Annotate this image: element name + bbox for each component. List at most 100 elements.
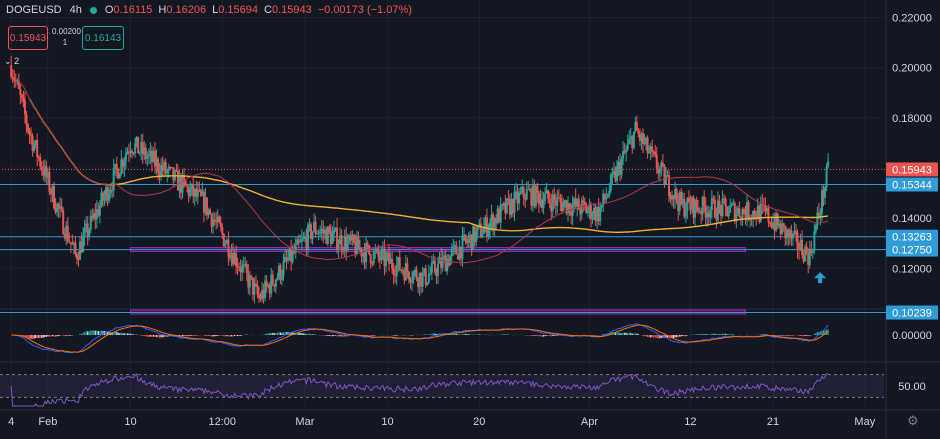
candle-body xyxy=(232,253,235,265)
candle-body xyxy=(82,235,85,253)
timeframe-label[interactable]: 4h xyxy=(69,4,82,16)
candle-body xyxy=(158,172,161,176)
candle-body xyxy=(671,195,674,200)
candle-body xyxy=(779,223,782,235)
candle-body xyxy=(236,266,239,268)
x-tick-label: 10 xyxy=(381,416,393,428)
candle-body xyxy=(778,223,781,227)
spread-value: 0.00200 xyxy=(52,27,81,36)
candle-body xyxy=(533,184,536,207)
x-tick-label: Apr xyxy=(581,416,598,428)
time-axis[interactable]: 4 Feb 10 12:00 Mar 10 20 Apr 12 21 May xyxy=(8,416,876,428)
candle-body xyxy=(221,227,224,234)
candle-body xyxy=(164,162,167,174)
candle-body xyxy=(545,190,548,194)
candle-body xyxy=(463,234,466,236)
candle-body xyxy=(443,255,446,258)
arrow-up-icon[interactable] xyxy=(814,272,827,284)
spread-info: 0.00200 1 xyxy=(52,26,81,48)
candle-body xyxy=(619,161,622,175)
candle-body xyxy=(114,163,117,169)
candle-body xyxy=(345,236,348,251)
candle-body xyxy=(10,65,13,77)
candle-body xyxy=(294,244,297,253)
candle-body xyxy=(152,151,155,162)
candle-body xyxy=(804,246,807,262)
candle-body xyxy=(308,224,311,226)
candle-body xyxy=(88,229,91,237)
candle-body xyxy=(544,193,547,202)
candle-body xyxy=(493,218,496,231)
candle-body xyxy=(586,210,589,214)
candle-body xyxy=(625,149,628,153)
candle-body xyxy=(681,199,684,204)
candle-body xyxy=(703,196,706,207)
candle-body xyxy=(33,145,36,152)
candle-body xyxy=(172,167,175,181)
candle-body xyxy=(698,210,701,212)
candle-body xyxy=(605,197,608,200)
sell-button[interactable]: 0.15943 xyxy=(8,26,48,50)
horizontal-levels[interactable] xyxy=(0,168,886,314)
candle-body xyxy=(501,204,504,206)
collapse-count: 2 xyxy=(14,56,20,66)
price-tag xyxy=(886,242,938,257)
candle-body xyxy=(645,137,648,143)
candle-body xyxy=(485,217,488,236)
candle-body xyxy=(690,197,693,211)
candle-body xyxy=(796,232,799,249)
candle-body xyxy=(331,233,334,245)
symbol-name[interactable]: DOGEUSD xyxy=(6,4,62,16)
candle-body xyxy=(31,135,34,152)
candle-body xyxy=(700,210,703,215)
candle-body xyxy=(430,262,433,273)
candle-body xyxy=(453,245,456,247)
candle-body xyxy=(495,218,498,224)
candle-body xyxy=(594,207,597,221)
gear-icon[interactable]: ⚙ xyxy=(907,413,919,428)
candle-body xyxy=(36,140,39,157)
candle-body xyxy=(403,271,406,281)
candle-body xyxy=(120,159,123,174)
buy-button[interactable]: 0.16143 xyxy=(82,26,124,50)
candle-body xyxy=(160,164,163,176)
candle-body xyxy=(521,187,524,193)
candle-body xyxy=(433,260,436,272)
rsi-tick-label: 50.00 xyxy=(898,381,926,393)
candle-body xyxy=(530,189,533,206)
candle-body xyxy=(264,280,267,299)
change-value: −0.00173 (−1.07%) xyxy=(317,4,412,16)
candle-body xyxy=(276,277,279,280)
candle-body xyxy=(680,192,683,204)
candle-body xyxy=(695,199,698,208)
candle-body xyxy=(772,222,775,228)
candle-body xyxy=(337,244,340,250)
candle-body xyxy=(409,279,412,283)
candle-body xyxy=(80,241,83,253)
candle-body xyxy=(516,191,519,204)
candle-body xyxy=(767,208,770,223)
candle-body xyxy=(317,233,320,235)
candle-body xyxy=(334,227,337,230)
candle-body xyxy=(336,227,339,250)
collapse-indicators-button[interactable]: ⌄ 2 xyxy=(4,56,19,67)
candle-body xyxy=(750,218,753,220)
candle-body xyxy=(277,265,280,278)
candle-body xyxy=(825,166,828,188)
rectangle-drawing[interactable] xyxy=(130,309,746,315)
candle-body xyxy=(204,197,207,213)
candle-body xyxy=(429,272,432,275)
candle-body xyxy=(166,171,169,174)
candle-body xyxy=(510,199,513,215)
candle-body xyxy=(732,203,735,205)
x-tick-label: Mar xyxy=(295,416,314,428)
candle-body xyxy=(687,197,690,203)
candle-body xyxy=(267,285,270,287)
candle-body xyxy=(287,259,290,261)
candle-body xyxy=(306,225,309,249)
candle-body xyxy=(170,167,173,169)
market-status-icon xyxy=(89,6,97,14)
candle-body xyxy=(256,284,259,295)
